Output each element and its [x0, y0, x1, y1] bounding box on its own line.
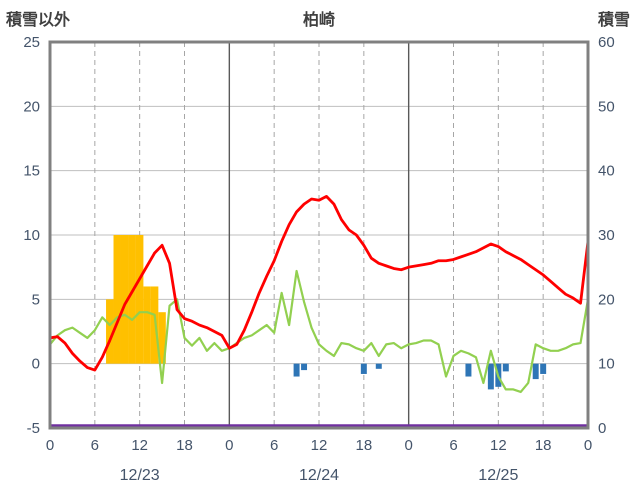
- x-tick-label: 12: [490, 437, 507, 454]
- y-left-tick-label: 20: [23, 98, 40, 115]
- y-right-tick-label: 40: [598, 163, 615, 180]
- y-left-tick-label: 10: [23, 227, 40, 244]
- blue-bar: [487, 363, 494, 390]
- y-left-tick-label: 5: [32, 291, 40, 308]
- blue-bar: [360, 363, 367, 374]
- y-left-tick-label: -5: [27, 420, 40, 437]
- x-tick-label: 18: [176, 437, 193, 454]
- y-right-tick-label: 50: [598, 98, 615, 115]
- right-axis-title: 積雪: [597, 12, 630, 29]
- y-right-tick-label: 30: [598, 227, 615, 244]
- orange-bar: [135, 235, 144, 364]
- y-left-tick-label: 15: [23, 163, 40, 180]
- x-tick-label: 6: [270, 437, 278, 454]
- x-tick-label: 6: [449, 437, 457, 454]
- x-date-label: 12/23: [120, 467, 160, 484]
- green-line: [48, 269, 590, 394]
- orange-bar: [150, 286, 159, 364]
- y-left-tick-label: 25: [23, 34, 40, 51]
- x-tick-label: 0: [404, 437, 412, 454]
- x-date-label: 12/24: [299, 467, 339, 484]
- x-tick-label: 12: [311, 437, 328, 454]
- blue-bar: [502, 363, 509, 372]
- orange-bar: [143, 286, 151, 364]
- x-tick-label: 18: [355, 437, 372, 454]
- x-tick-label: 0: [584, 437, 592, 454]
- x-tick-label: 0: [225, 437, 233, 454]
- red-line: [48, 194, 590, 372]
- left-axis-title: 積雪以外: [6, 12, 71, 29]
- orange-bar: [106, 299, 114, 364]
- x-tick-label: 18: [535, 437, 552, 454]
- y-right-tick-label: 60: [598, 34, 615, 51]
- blue-bar: [301, 363, 308, 371]
- x-date-label: 12/25: [478, 467, 518, 484]
- y-right-tick-label: 20: [598, 291, 615, 308]
- x-tick-label: 0: [46, 437, 54, 454]
- plot-border: [48, 40, 590, 430]
- x-tick-label: 6: [91, 437, 99, 454]
- y-left-tick-label: 0: [32, 356, 40, 373]
- y-right-tick-label: 10: [598, 356, 615, 373]
- orange-bar: [120, 235, 129, 364]
- chart-title: 柏崎: [302, 12, 335, 29]
- blue-bar: [540, 363, 547, 374]
- orange-bar: [113, 235, 121, 364]
- y-right-tick-label: 0: [598, 420, 606, 437]
- orange-bar: [128, 235, 136, 364]
- blue-bar: [465, 363, 472, 377]
- x-tick-label: 12: [131, 437, 148, 454]
- blue-bar: [532, 363, 539, 380]
- orange-bar: [158, 312, 166, 364]
- blue-bar: [293, 363, 300, 377]
- blue-bar: [375, 363, 382, 369]
